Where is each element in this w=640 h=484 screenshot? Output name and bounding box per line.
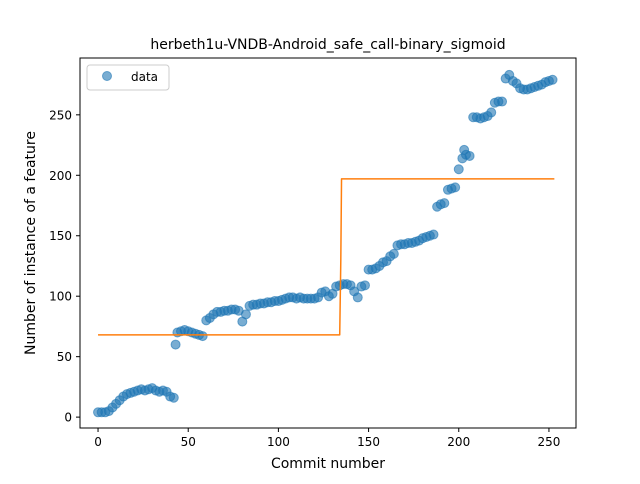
data-point (359, 280, 370, 291)
y-tick-label: 250 (49, 108, 72, 122)
y-axis-label: Number of instance of a feature (23, 131, 39, 355)
data-point (439, 198, 450, 209)
y-axis: 0 50 100 150 200 250 (49, 108, 80, 425)
plot-frame (79, 57, 577, 429)
data-point (428, 229, 439, 240)
legend-label-data: data (131, 70, 158, 84)
x-tick-label: 100 (267, 435, 290, 449)
data-point (240, 309, 251, 320)
data-point (352, 292, 363, 303)
x-axis: 0 50 100 150 200 250 (94, 428, 560, 449)
data-point (450, 182, 461, 193)
sigmoid-fit-line (98, 178, 555, 336)
y-tick-label: 0 (64, 411, 72, 425)
legend-marker-data (102, 71, 112, 81)
plot-area (80, 58, 576, 428)
data-point (170, 339, 181, 350)
chart-marks (93, 69, 558, 418)
data-point (453, 164, 464, 175)
data-point (168, 392, 179, 403)
data-point (464, 150, 475, 161)
data-point (497, 96, 508, 107)
y-tick-label: 200 (49, 169, 72, 183)
data-point (547, 74, 558, 85)
x-tick-label: 50 (181, 435, 196, 449)
y-tick-label: 100 (49, 290, 72, 304)
data-point (388, 248, 399, 259)
x-tick-label: 150 (357, 435, 380, 449)
legend: data (86, 64, 170, 91)
chart-title: herbeth1u-VNDB-Android_safe_call-binary_… (150, 37, 505, 53)
data-point (197, 331, 208, 342)
x-tick-label: 250 (537, 435, 560, 449)
y-tick-label: 50 (57, 350, 72, 364)
x-axis-label: Commit number (271, 456, 385, 472)
y-tick-label: 150 (49, 229, 72, 243)
x-tick-label: 200 (447, 435, 470, 449)
x-tick-label: 0 (94, 435, 102, 449)
data-point (486, 107, 497, 118)
